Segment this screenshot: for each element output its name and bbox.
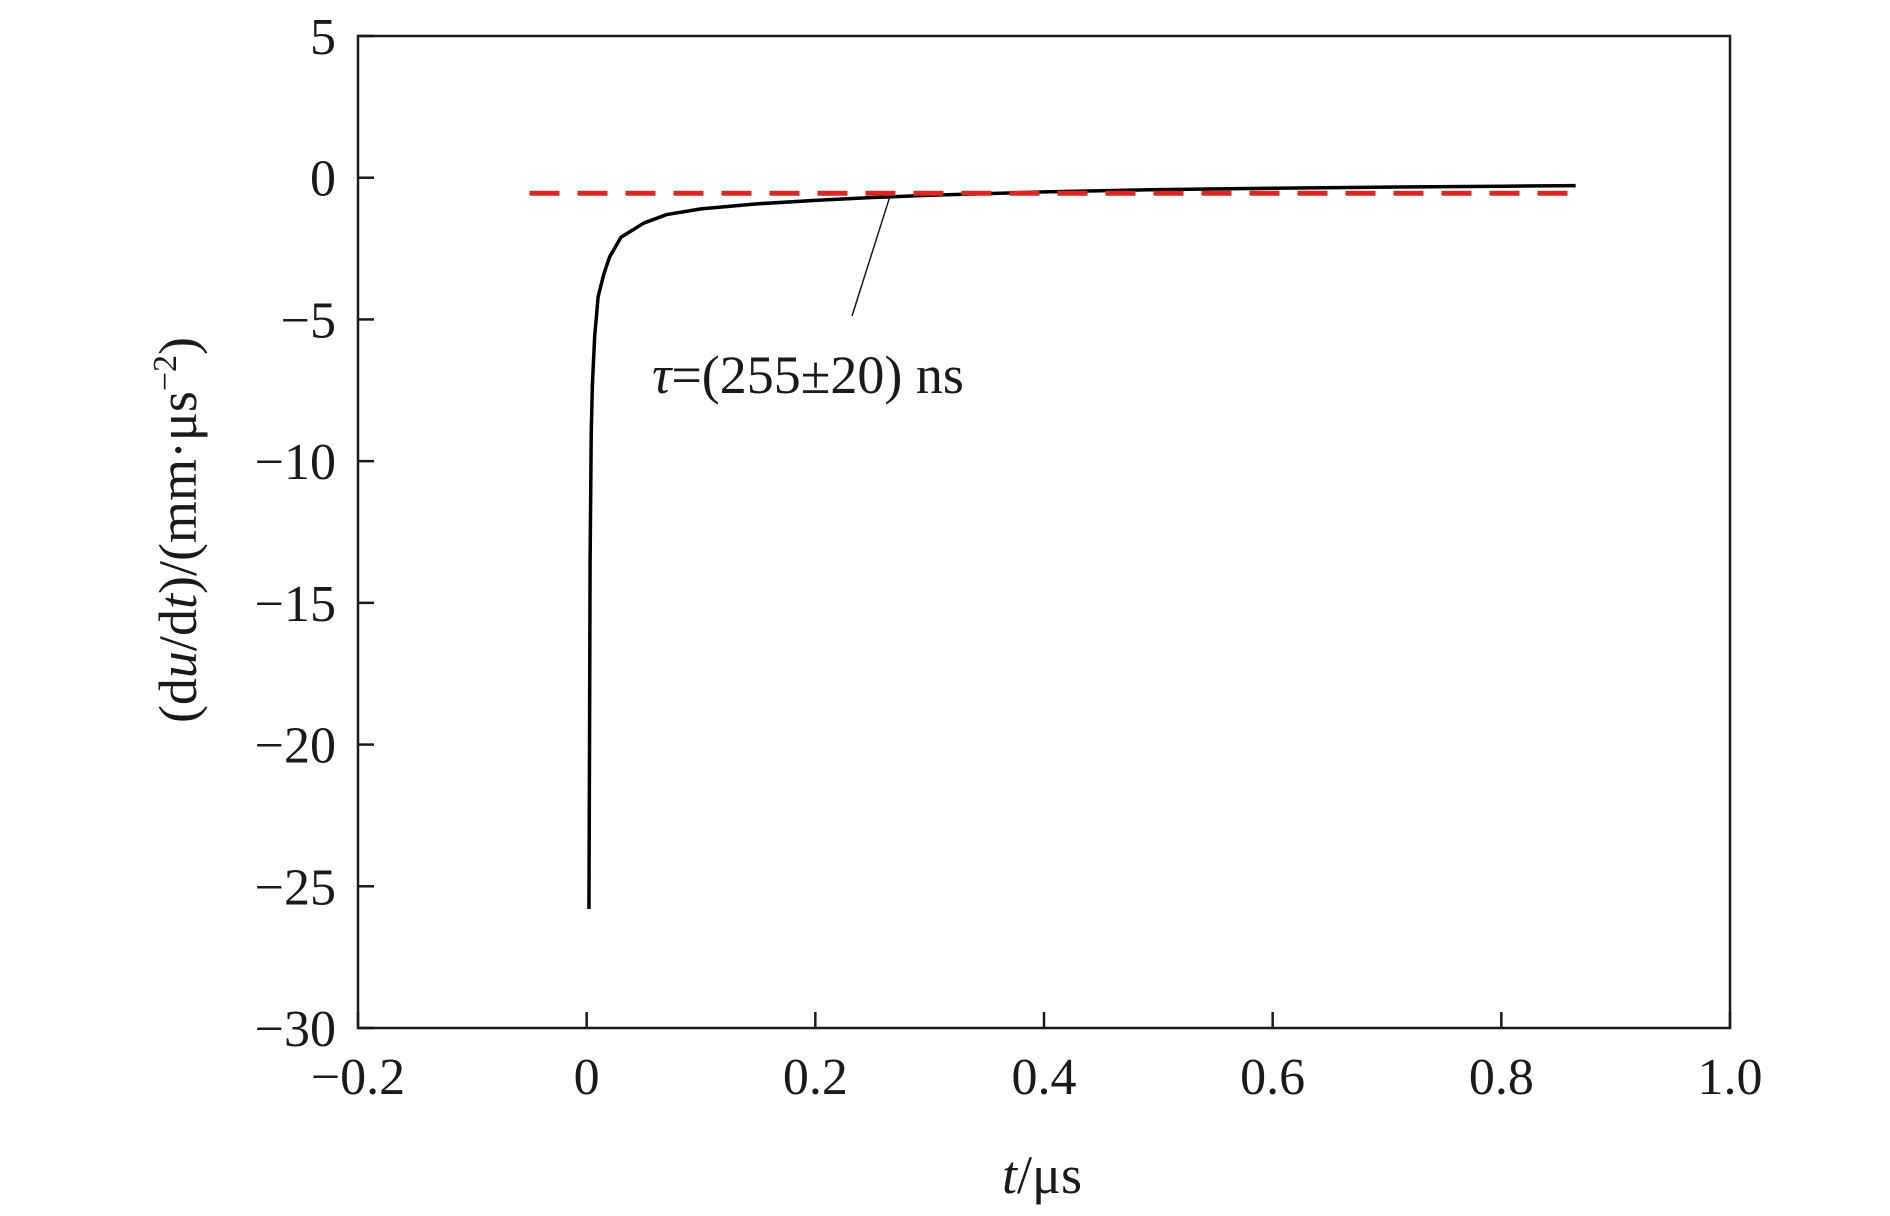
annotation-leader-line <box>851 197 891 317</box>
y-tick-label: 5 <box>310 9 336 66</box>
y-axis-title-superscript: −2 <box>147 355 184 391</box>
x-tick-label: 0.2 <box>783 1049 848 1106</box>
y-axis-title-mid: /d <box>148 609 208 651</box>
annotation-value-text: =(255±20) ns <box>671 345 964 405</box>
y-axis-title-var-u: u <box>148 651 208 678</box>
annotation-tau-symbol: τ <box>652 345 673 405</box>
x-axis-title-unit: /μs <box>1017 1145 1082 1205</box>
y-axis-title-close: ) <box>148 337 208 355</box>
y-tick-label: −10 <box>255 434 336 491</box>
y-tick-label: −15 <box>255 576 336 633</box>
data-curve <box>587 183 1576 909</box>
x-tick-label: 1.0 <box>1698 1049 1763 1106</box>
annotation-group: τ=(255±20) ns <box>652 197 964 405</box>
y-tick-label: −20 <box>255 718 336 775</box>
annotation-label: τ=(255±20) ns <box>652 345 964 405</box>
y-tick-label: −25 <box>255 859 336 916</box>
y-tick-label: 0 <box>310 151 336 208</box>
x-tick-label: 0.4 <box>1012 1049 1077 1106</box>
x-tick-label: −0.2 <box>311 1049 405 1106</box>
series-group <box>529 183 1576 909</box>
x-tick-label: 0.6 <box>1240 1049 1305 1106</box>
y-axis-title-var-t: t <box>148 592 208 609</box>
ticks-group: −0.2 0 0.2 0.4 0.6 0.8 1.0 5 0 −5 −10 −15 −20 −25 −30 <box>255 9 1763 1106</box>
y-axis-title-prefix: (d <box>148 678 208 723</box>
x-axis-title: t/μs <box>1002 1145 1082 1205</box>
y-axis-title: (du/dt)/(mm·μs−2) <box>147 337 208 723</box>
x-axis-title-var: t <box>1002 1145 1019 1205</box>
y-tick-label: −5 <box>281 292 336 349</box>
x-tick-label: 0 <box>574 1049 600 1106</box>
y-axis-title-suffix: )/(mm·μs <box>148 391 208 594</box>
y-tick-label: −30 <box>255 1001 336 1058</box>
x-tick-label: 0.8 <box>1469 1049 1534 1106</box>
